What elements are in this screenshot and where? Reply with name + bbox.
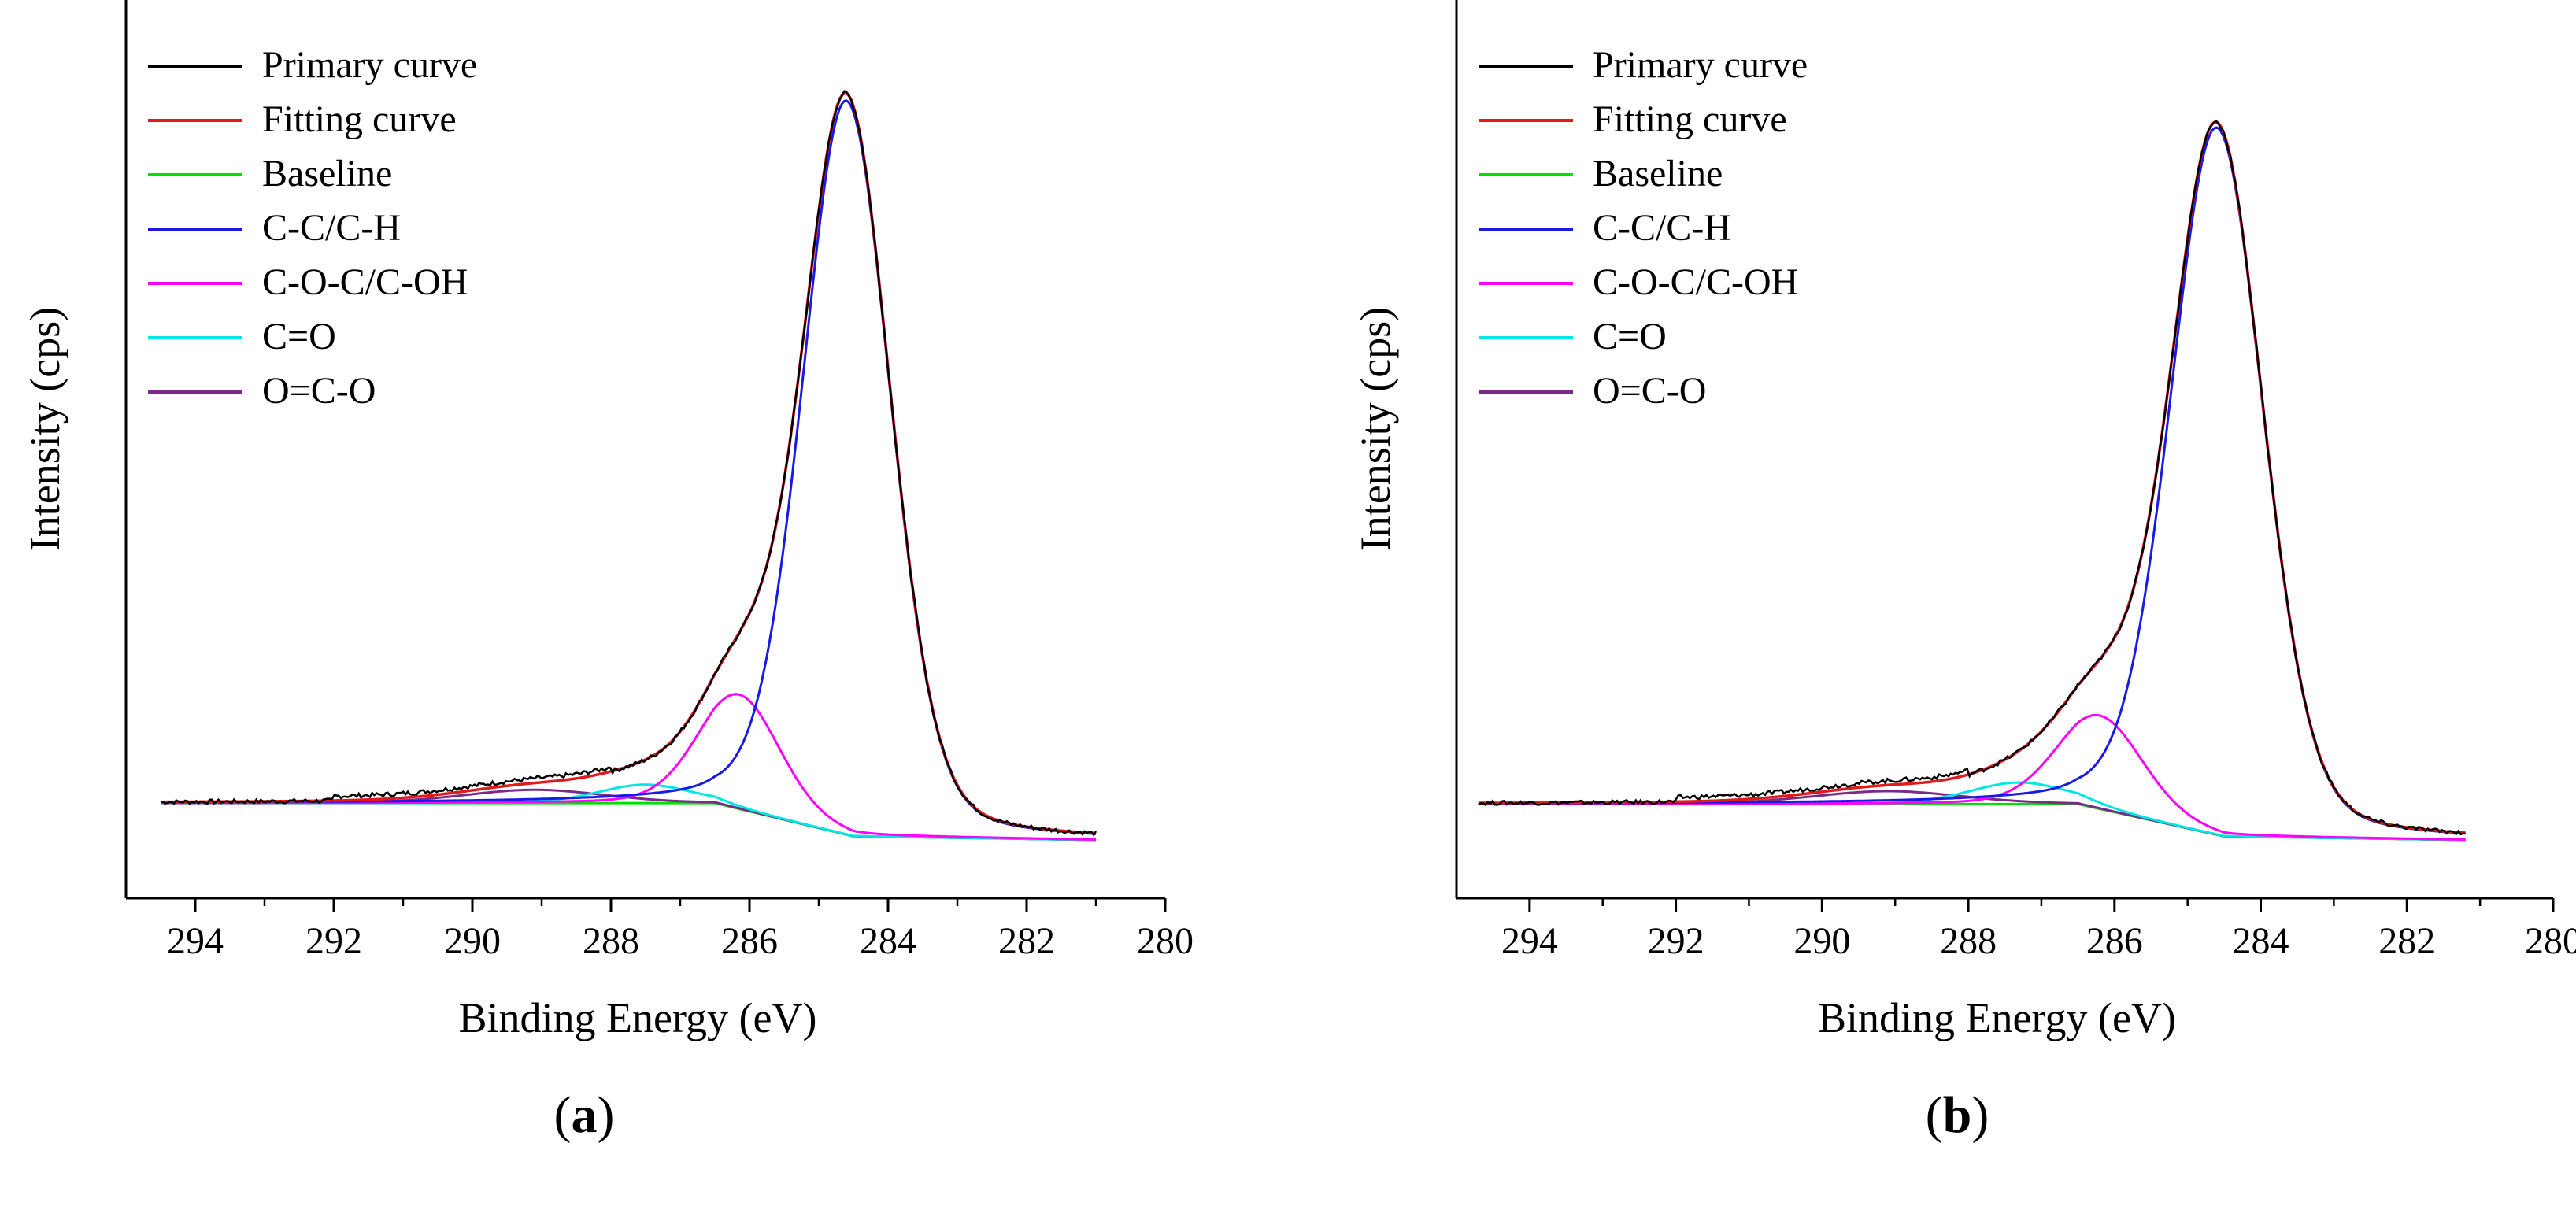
legend-label: O=C-O <box>262 370 376 412</box>
legend-label: Baseline <box>1593 153 1723 194</box>
legend-label: C=O <box>262 316 336 357</box>
x-tick-label: 284 <box>860 920 916 962</box>
x-tick-label: 288 <box>583 920 639 962</box>
x-tick-label: 294 <box>167 920 224 962</box>
co-peak-curve <box>161 783 1096 842</box>
x-axis-label: Binding Energy (eV) <box>459 994 817 1041</box>
baseline-curve <box>1478 802 2466 842</box>
x-tick-label: 286 <box>721 920 778 962</box>
x-axis-label: Binding Energy (eV) <box>1818 994 2176 1041</box>
x-tick-label: 288 <box>1940 920 1997 962</box>
chart-panel-a: 294 292 290 288 286 284 282 280 Binding Energy (… <box>21 0 1194 1144</box>
legend-label: Fitting curve <box>262 98 457 140</box>
legend: Primary curve Fitting curve Baseline C-C/C-… <box>148 44 477 412</box>
x-tick-label: 292 <box>305 920 362 962</box>
co-peak-curve <box>1478 781 2466 842</box>
baseline-curve <box>161 801 1096 842</box>
y-axis-label: Intensity (cps) <box>1352 307 1399 551</box>
legend-label: C-O-C/C-OH <box>262 261 468 303</box>
coc-coh-peak-curve <box>1478 713 2466 841</box>
x-tick-label: 280 <box>1137 920 1194 962</box>
x-tick-label: 280 <box>2525 920 2576 962</box>
legend-label: C-C/C-H <box>262 207 401 249</box>
legend-label: Fitting curve <box>1593 98 1787 140</box>
legend-label: C-O-C/C-OH <box>1593 261 1798 303</box>
legend-label: C=O <box>1593 316 1667 357</box>
x-tick-label: 294 <box>1501 920 1558 962</box>
legend-label: C-C/C-H <box>1593 207 1731 249</box>
primary-curve <box>160 90 1097 837</box>
x-tick-label: 292 <box>1648 920 1704 962</box>
legend-label: O=C-O <box>1593 370 1706 412</box>
x-tick-label: 290 <box>444 920 501 962</box>
x-tick-label: 286 <box>2086 920 2143 962</box>
panel-label: (b) <box>1926 1086 1989 1144</box>
legend-label: Primary curve <box>262 44 477 86</box>
legend-label: Primary curve <box>1593 44 1808 86</box>
legend-label: Baseline <box>262 153 392 194</box>
legend: Primary curve Fitting curve Baseline C-C/C-… <box>1479 44 1808 412</box>
panel-label: (a) <box>554 1086 615 1144</box>
x-tick-label: 290 <box>1793 920 1850 962</box>
primary-curve <box>1478 119 2466 836</box>
x-tick-label: 282 <box>2378 920 2435 962</box>
x-tick-label: 284 <box>2233 920 2289 962</box>
fitting-curve <box>161 91 1097 835</box>
x-tick-label: 282 <box>998 920 1055 962</box>
y-axis-label: Intensity (cps) <box>21 307 68 551</box>
chart-panel-b: 294 292 290 288 286 284 282 280 Binding Energy (… <box>1352 0 2576 1144</box>
